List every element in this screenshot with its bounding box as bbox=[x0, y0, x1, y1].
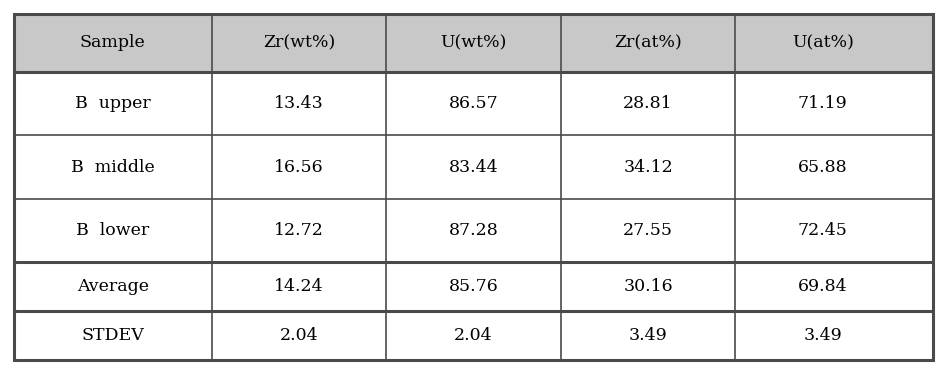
Text: 14.24: 14.24 bbox=[274, 278, 324, 295]
Text: 85.76: 85.76 bbox=[449, 278, 498, 295]
Text: 28.81: 28.81 bbox=[623, 95, 673, 112]
Text: B  lower: B lower bbox=[76, 222, 150, 239]
Text: U(wt%): U(wt%) bbox=[440, 34, 507, 52]
Text: 16.56: 16.56 bbox=[274, 159, 324, 175]
Text: B  middle: B middle bbox=[71, 159, 154, 175]
Bar bbox=[14, 311, 933, 360]
Text: 72.45: 72.45 bbox=[797, 222, 848, 239]
Text: 71.19: 71.19 bbox=[797, 95, 848, 112]
Bar bbox=[14, 72, 933, 135]
Text: 3.49: 3.49 bbox=[629, 327, 668, 344]
Text: Zr(wt%): Zr(wt%) bbox=[262, 34, 335, 52]
Text: U(at%): U(at%) bbox=[792, 34, 853, 52]
Text: Average: Average bbox=[77, 278, 149, 295]
Bar bbox=[14, 262, 933, 311]
Bar bbox=[14, 14, 933, 72]
Text: 2.04: 2.04 bbox=[279, 327, 318, 344]
Text: 12.72: 12.72 bbox=[274, 222, 324, 239]
Text: 30.16: 30.16 bbox=[623, 278, 673, 295]
Text: 27.55: 27.55 bbox=[623, 222, 673, 239]
Bar bbox=[14, 199, 933, 262]
Text: 13.43: 13.43 bbox=[274, 95, 324, 112]
Text: Sample: Sample bbox=[80, 34, 146, 52]
Text: B  upper: B upper bbox=[75, 95, 151, 112]
Text: 86.57: 86.57 bbox=[449, 95, 498, 112]
Text: 3.49: 3.49 bbox=[803, 327, 842, 344]
Text: 83.44: 83.44 bbox=[449, 159, 498, 175]
Text: 34.12: 34.12 bbox=[623, 159, 673, 175]
Bar bbox=[14, 135, 933, 199]
Text: 69.84: 69.84 bbox=[798, 278, 848, 295]
Text: Zr(at%): Zr(at%) bbox=[615, 34, 682, 52]
Text: STDEV: STDEV bbox=[81, 327, 144, 344]
Text: 2.04: 2.04 bbox=[455, 327, 492, 344]
Text: 87.28: 87.28 bbox=[449, 222, 498, 239]
Text: 65.88: 65.88 bbox=[798, 159, 848, 175]
